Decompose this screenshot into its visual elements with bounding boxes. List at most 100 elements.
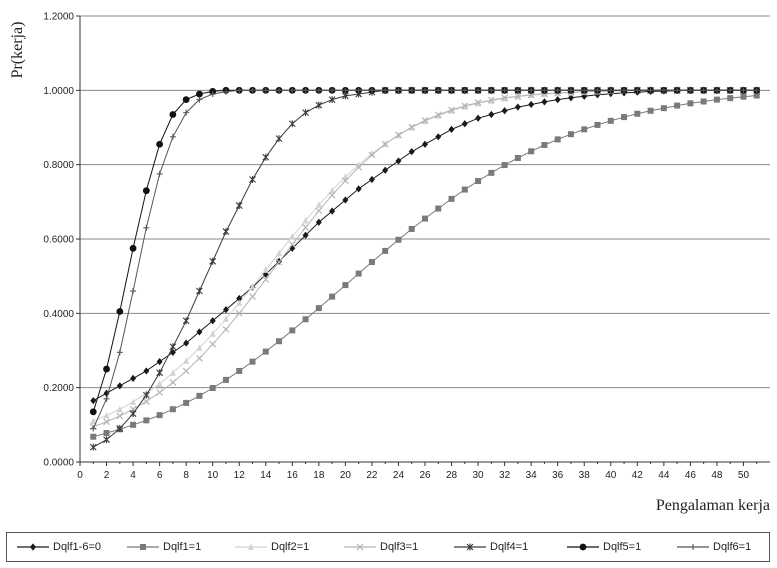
data-point xyxy=(262,348,269,355)
data-point xyxy=(422,215,428,222)
data-point xyxy=(302,224,310,231)
y-tick-label: 0.0000 xyxy=(43,458,74,469)
data-point xyxy=(289,87,296,94)
data-point xyxy=(142,187,150,195)
data-point xyxy=(196,287,203,295)
data-point xyxy=(328,191,336,199)
data-point xyxy=(475,178,482,185)
data-point xyxy=(660,87,667,94)
data-point xyxy=(235,202,243,210)
legend-item: Dqlf6=1 xyxy=(677,539,751,555)
x-tick-label: 50 xyxy=(738,470,750,481)
data-point xyxy=(222,88,229,95)
data-point xyxy=(116,382,123,390)
data-point xyxy=(501,87,508,94)
data-point xyxy=(687,100,694,107)
legend-swatch xyxy=(567,543,599,551)
data-point xyxy=(554,136,561,143)
data-point xyxy=(236,87,243,94)
y-tick-label: 0.6000 xyxy=(43,235,74,246)
data-point xyxy=(130,421,137,428)
data-point xyxy=(342,87,349,94)
data-point xyxy=(249,283,256,290)
data-point xyxy=(249,358,256,365)
data-point xyxy=(222,228,230,236)
data-point xyxy=(103,430,110,437)
data-point xyxy=(660,105,667,112)
data-point xyxy=(713,96,720,103)
data-point xyxy=(329,207,336,215)
data-point xyxy=(222,376,229,383)
data-point xyxy=(156,412,163,419)
data-point xyxy=(209,257,217,265)
legend-swatch xyxy=(454,543,486,551)
data-point xyxy=(528,100,535,109)
legend-item: Dqlf3=1 xyxy=(344,539,418,555)
series-4 xyxy=(89,86,761,431)
series-group xyxy=(89,86,761,451)
data-point xyxy=(196,344,203,351)
x-tick-label: 8 xyxy=(183,470,189,481)
data-point xyxy=(647,87,654,94)
data-point xyxy=(528,148,535,155)
data-point xyxy=(262,276,270,283)
data-point xyxy=(90,433,97,440)
data-point xyxy=(116,405,123,413)
x-tick-label: 12 xyxy=(234,470,246,481)
data-point xyxy=(302,87,309,94)
data-point xyxy=(183,339,190,347)
data-point xyxy=(607,117,614,124)
data-point xyxy=(169,406,176,413)
data-point xyxy=(368,150,375,157)
legend-item: Dqlf5=1 xyxy=(567,539,641,555)
data-point xyxy=(182,367,190,375)
legend: Dqlf1-6=0 Dqlf1=1 Dqlf2=1 Dqlf3=1 Dqlf4=1 Dql… xyxy=(6,532,770,562)
data-point xyxy=(408,148,415,156)
data-point xyxy=(368,87,375,94)
data-point xyxy=(408,123,416,131)
data-point xyxy=(674,87,681,94)
data-point xyxy=(89,443,97,451)
y-axis-ticks: 0.0000 0.2000 0.4000 0.6000 0.8000 1.0000 1.20… xyxy=(43,12,80,469)
data-point xyxy=(355,163,363,171)
data-point xyxy=(514,154,521,161)
data-point xyxy=(541,141,548,148)
data-point xyxy=(169,133,176,140)
legend-label: Dqlf4=1 xyxy=(490,541,529,553)
data-point xyxy=(422,87,428,94)
series-line xyxy=(92,89,757,412)
data-point xyxy=(700,87,707,94)
data-point xyxy=(448,125,455,133)
data-point xyxy=(355,185,362,193)
data-point xyxy=(541,87,548,94)
x-tick-label: 24 xyxy=(393,470,405,481)
x-tick-label: 32 xyxy=(499,470,511,481)
data-point xyxy=(740,93,747,100)
series-2 xyxy=(90,92,760,440)
data-point xyxy=(315,207,323,215)
data-point xyxy=(276,338,283,345)
data-point xyxy=(209,340,217,348)
x-tick-label: 30 xyxy=(473,470,485,481)
gridlines xyxy=(80,15,770,389)
data-point xyxy=(727,95,734,102)
data-point xyxy=(222,315,229,322)
data-point xyxy=(103,365,110,373)
data-point xyxy=(209,91,216,98)
data-point xyxy=(488,110,495,119)
data-point xyxy=(448,195,455,202)
x-tick-label: 48 xyxy=(711,470,723,481)
data-point xyxy=(475,114,482,122)
data-point xyxy=(647,107,654,114)
data-point xyxy=(289,232,296,240)
data-point xyxy=(475,87,482,94)
data-point xyxy=(262,266,269,273)
data-point xyxy=(90,417,97,425)
data-point xyxy=(607,87,614,94)
data-point xyxy=(621,87,628,94)
series-3 xyxy=(90,86,760,425)
x-tick-label: 14 xyxy=(260,470,272,481)
x-tick-label: 10 xyxy=(207,470,219,481)
data-point xyxy=(753,92,760,99)
legend-swatch xyxy=(344,543,376,551)
